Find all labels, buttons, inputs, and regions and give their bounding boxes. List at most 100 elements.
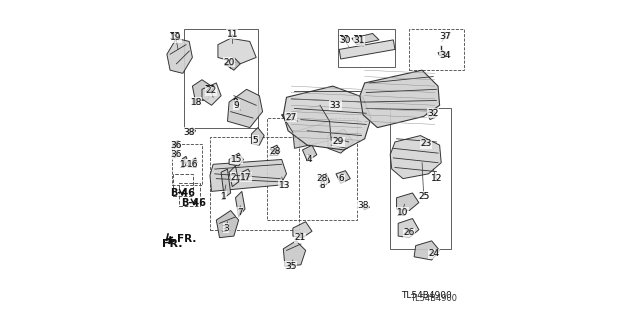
- Polygon shape: [293, 121, 331, 148]
- Text: 25: 25: [418, 192, 429, 201]
- Text: 22: 22: [204, 85, 216, 94]
- Text: TL54B4900: TL54B4900: [401, 291, 452, 300]
- Text: 30: 30: [339, 35, 349, 44]
- Polygon shape: [352, 33, 379, 45]
- Text: 33: 33: [328, 101, 340, 110]
- Text: B-46: B-46: [170, 188, 195, 198]
- Text: 33: 33: [330, 101, 341, 110]
- Text: 4: 4: [306, 155, 312, 164]
- Polygon shape: [167, 38, 193, 73]
- Text: 30: 30: [338, 35, 349, 44]
- Polygon shape: [202, 83, 221, 105]
- Text: 21: 21: [294, 233, 305, 242]
- Polygon shape: [271, 145, 280, 155]
- Polygon shape: [360, 70, 440, 128]
- Text: 38: 38: [183, 128, 195, 137]
- Text: 36: 36: [170, 141, 181, 150]
- Text: 9: 9: [233, 98, 238, 107]
- Text: 28: 28: [268, 149, 280, 158]
- Text: 2: 2: [230, 174, 235, 183]
- Text: 29: 29: [332, 137, 343, 146]
- Text: 27: 27: [284, 114, 295, 122]
- Text: 9: 9: [234, 101, 239, 110]
- Polygon shape: [173, 150, 180, 158]
- Polygon shape: [224, 57, 240, 70]
- Text: 21: 21: [294, 233, 306, 242]
- Polygon shape: [218, 38, 256, 64]
- Text: 11: 11: [227, 29, 238, 38]
- Text: 36: 36: [170, 141, 182, 150]
- Text: 12: 12: [431, 174, 442, 183]
- Text: 20: 20: [223, 59, 235, 68]
- Text: 25: 25: [418, 192, 429, 201]
- Polygon shape: [321, 175, 330, 185]
- Text: 3: 3: [221, 225, 227, 234]
- Polygon shape: [397, 193, 419, 211]
- Text: 10: 10: [396, 209, 406, 218]
- Polygon shape: [193, 80, 212, 102]
- Text: 25: 25: [419, 192, 429, 201]
- Text: 37: 37: [440, 32, 452, 41]
- Text: 22: 22: [205, 86, 216, 95]
- Text: 13: 13: [278, 181, 289, 189]
- Text: FR.: FR.: [177, 234, 196, 244]
- Polygon shape: [284, 86, 371, 150]
- Text: 24: 24: [428, 249, 439, 258]
- Text: 35: 35: [284, 262, 295, 271]
- Text: 8: 8: [319, 181, 324, 189]
- Text: 26: 26: [402, 228, 413, 237]
- Text: 12: 12: [431, 174, 442, 183]
- Text: 13: 13: [278, 181, 289, 189]
- Text: 18: 18: [190, 98, 201, 107]
- Text: 28: 28: [268, 149, 279, 158]
- Text: 8: 8: [319, 181, 325, 189]
- Text: 26: 26: [403, 228, 414, 237]
- Text: 7: 7: [237, 208, 243, 217]
- Polygon shape: [284, 241, 306, 266]
- Text: 34: 34: [440, 51, 451, 60]
- Text: 13: 13: [278, 181, 290, 189]
- Text: 8: 8: [319, 181, 324, 189]
- Text: 6: 6: [338, 174, 344, 183]
- Polygon shape: [229, 153, 243, 166]
- Text: 29: 29: [333, 137, 344, 146]
- Polygon shape: [173, 140, 180, 148]
- Text: 10: 10: [397, 208, 408, 217]
- Polygon shape: [427, 110, 436, 120]
- Text: 3: 3: [221, 225, 227, 234]
- Text: 38: 38: [183, 128, 194, 137]
- Text: 35: 35: [284, 262, 296, 271]
- Polygon shape: [319, 174, 330, 185]
- Polygon shape: [216, 211, 239, 238]
- Polygon shape: [229, 166, 239, 187]
- Text: 3: 3: [223, 224, 228, 233]
- Polygon shape: [252, 128, 264, 145]
- Text: 32: 32: [428, 109, 439, 118]
- Text: 32: 32: [428, 109, 439, 118]
- Text: 23: 23: [420, 139, 431, 148]
- Text: 19: 19: [170, 33, 182, 42]
- Polygon shape: [236, 191, 245, 217]
- Text: 1: 1: [220, 193, 225, 202]
- Text: 1: 1: [221, 192, 227, 201]
- Text: 21: 21: [294, 233, 305, 242]
- Text: 31: 31: [353, 35, 364, 44]
- Text: 2: 2: [230, 174, 235, 183]
- Text: 18: 18: [191, 98, 202, 107]
- Text: 31: 31: [353, 36, 365, 45]
- Polygon shape: [362, 204, 369, 210]
- Text: 7: 7: [236, 209, 241, 218]
- Text: 6: 6: [338, 174, 344, 183]
- Polygon shape: [282, 105, 330, 132]
- Text: 11: 11: [227, 30, 238, 39]
- Text: 28: 28: [269, 147, 280, 156]
- Text: 34: 34: [440, 51, 452, 60]
- Text: 23: 23: [420, 139, 431, 148]
- Text: 5: 5: [252, 136, 257, 145]
- Text: 10: 10: [396, 209, 407, 218]
- Text: 14: 14: [179, 161, 190, 170]
- Text: FR.: FR.: [163, 239, 183, 249]
- Text: 17: 17: [240, 173, 252, 182]
- Text: 38: 38: [183, 128, 195, 137]
- Text: B-46: B-46: [182, 197, 207, 208]
